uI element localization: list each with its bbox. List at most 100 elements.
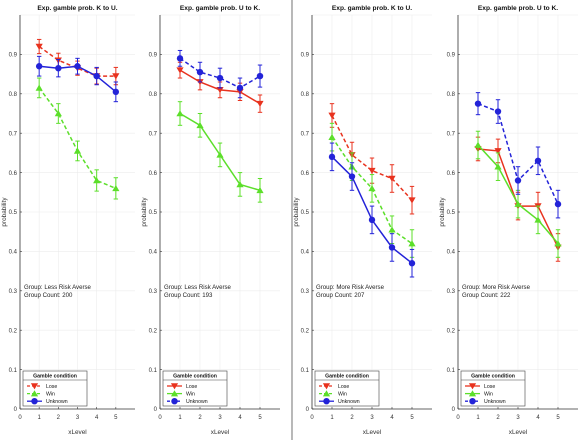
legend-title: Gamble condition	[325, 374, 369, 380]
legend-entry-win: Win	[338, 392, 347, 398]
group-count-label: Group Count: 222	[462, 292, 511, 299]
data-point-lose	[30, 383, 39, 390]
chart-panel-1: 0 0.1 0.2 0.3 0.4 0.5 0.6 0.7 0.8 0.9 0 1 2 3 4 5 Exp. g…	[1, 5, 135, 436]
x-axis-label: xLevel	[363, 429, 381, 436]
data-point-unknown	[474, 100, 482, 107]
y-tick-label: 0.3	[9, 289, 18, 295]
chart-title: Exp. gamble prob. U to K.	[478, 5, 558, 12]
data-point-win	[474, 141, 482, 148]
x-tick-label: 0	[310, 415, 314, 421]
data-point-lose	[388, 175, 396, 182]
data-point-lose	[322, 383, 331, 390]
data-point-win	[112, 184, 120, 192]
data-point-win	[35, 84, 43, 91]
data-point-win	[468, 390, 477, 397]
y-tick-label: 0.8	[149, 92, 158, 98]
data-point-win	[236, 181, 244, 188]
y-tick-label: 0	[14, 407, 18, 413]
group-label: Group: More Risk Averse	[462, 284, 531, 291]
data-point-unknown	[348, 173, 356, 180]
x-axis-label: xLevel	[211, 429, 229, 436]
data-point-unknown	[176, 55, 184, 62]
data-point-win	[196, 121, 204, 129]
legend-entry-lose: Lose	[186, 384, 197, 390]
data-point-win	[494, 163, 502, 170]
legend-box	[314, 370, 380, 407]
data-point-lose	[216, 87, 224, 94]
data-point-win	[514, 200, 522, 207]
data-point-unknown	[256, 72, 264, 80]
group-label: Group: Less Risk Averse	[24, 284, 92, 291]
x-tick-label: 3	[516, 415, 520, 421]
legend-entry-lose: Lose	[484, 384, 495, 390]
y-tick-label: 0.7	[149, 131, 158, 137]
y-tick-label: 0.6	[447, 171, 456, 177]
data-point-lose	[112, 73, 120, 80]
data-point-unknown	[35, 63, 43, 70]
legend-title: Gamble condition	[173, 374, 217, 380]
data-point-lose	[408, 197, 416, 204]
chart-title: Exp. gamble prob. U to K.	[180, 5, 260, 12]
series-unknown	[176, 49, 264, 99]
series-win	[328, 122, 416, 258]
y-tick-label: 0.5	[149, 210, 158, 216]
legend-entry-lose: Lose	[46, 384, 57, 390]
data-point-lose	[170, 383, 179, 390]
y-tick-label: 0.2	[447, 328, 456, 334]
y-tick-label: 0.8	[301, 92, 310, 98]
x-tick-label: 1	[178, 415, 182, 421]
data-point-unknown	[494, 108, 502, 115]
data-point-win	[322, 390, 331, 397]
y-tick-label: 0.8	[9, 92, 18, 98]
y-tick-label: 0.5	[447, 210, 456, 216]
y-tick-label: 0.1	[447, 368, 456, 374]
y-tick-label: 0.4	[301, 250, 310, 256]
data-point-win	[328, 133, 336, 140]
data-point-unknown	[388, 244, 396, 251]
data-point-unknown	[469, 398, 476, 405]
data-point-lose	[468, 383, 477, 390]
legend-entry-unknown: Unknown	[186, 399, 208, 405]
data-point-lose	[35, 43, 43, 50]
y-tick-label: 0.5	[301, 210, 310, 216]
data-point-unknown	[323, 398, 330, 405]
data-point-unknown	[196, 68, 204, 76]
x-tick-label: 3	[370, 415, 374, 421]
y-axis-label: probability	[439, 197, 446, 227]
data-point-unknown	[31, 398, 38, 405]
x-tick-label: 0	[456, 415, 460, 421]
y-tick-label: 0.9	[9, 53, 18, 59]
x-tick-label: 1	[37, 415, 41, 421]
series-win	[474, 130, 562, 258]
data-point-unknown	[74, 63, 81, 70]
legend-entry-lose: Lose	[338, 384, 349, 390]
legend-title: Gamble condition	[471, 374, 515, 380]
x-tick-label: 3	[218, 415, 222, 421]
data-point-unknown	[368, 216, 376, 224]
data-point-win	[54, 110, 62, 117]
series-line-lose	[331, 115, 413, 201]
y-tick-label: 0.4	[149, 250, 158, 256]
y-tick-label: 0.4	[9, 250, 18, 256]
series-line-lose	[38, 45, 116, 77]
data-point-win	[534, 216, 542, 223]
y-tick-label: 0.2	[9, 328, 18, 334]
data-point-unknown	[112, 88, 120, 96]
x-tick-label: 5	[258, 415, 262, 421]
x-tick-label: 4	[95, 415, 99, 421]
data-point-unknown	[171, 398, 178, 405]
y-tick-label: 0.7	[447, 131, 456, 137]
y-tick-label: 0.1	[9, 368, 18, 374]
y-tick-label: 0.6	[9, 171, 18, 177]
group-count-label: Group Count: 200	[24, 292, 73, 299]
chart-title: Exp. gamble prob. K to U.	[332, 5, 412, 12]
x-tick-label: 2	[198, 415, 202, 421]
data-point-win	[216, 151, 224, 158]
y-tick-label: 0	[452, 407, 456, 413]
chart-title: Exp. gamble prob. K to U.	[37, 5, 117, 12]
